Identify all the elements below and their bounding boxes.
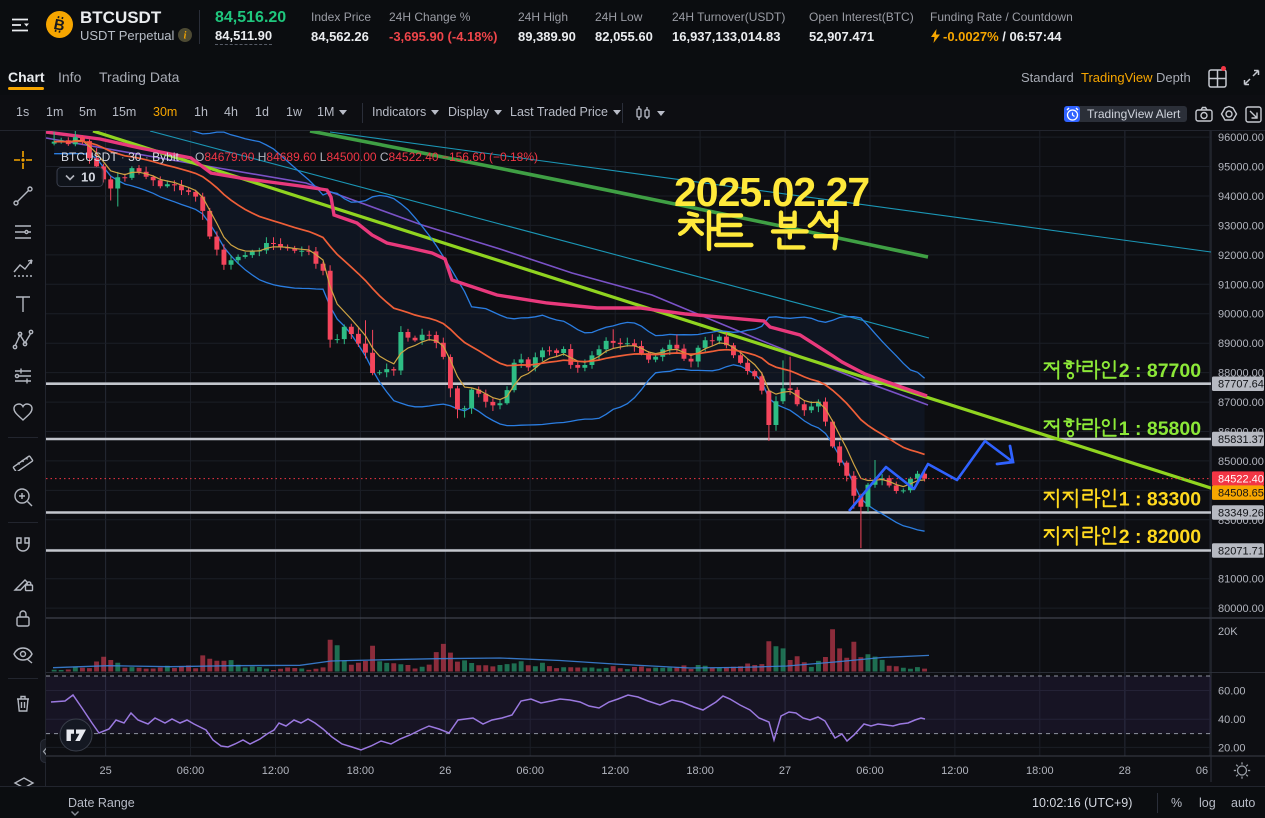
- svg-text:60.00: 60.00: [1218, 686, 1246, 698]
- svg-text:25: 25: [99, 765, 111, 777]
- svg-text:10: 10: [81, 170, 95, 185]
- svg-text:20.00: 20.00: [1218, 742, 1246, 754]
- svg-text:85000.00: 85000.00: [1218, 456, 1264, 468]
- svg-text:20K: 20K: [1218, 626, 1238, 638]
- svg-text:82071.71: 82071.71: [1218, 546, 1264, 558]
- svg-text:12:00: 12:00: [941, 765, 969, 777]
- svg-text:27: 27: [779, 765, 791, 777]
- svg-text:81000.00: 81000.00: [1218, 574, 1264, 586]
- svg-text:85831.37: 85831.37: [1218, 434, 1264, 446]
- svg-text:91000.00: 91000.00: [1218, 279, 1264, 291]
- svg-text:12:00: 12:00: [262, 765, 290, 777]
- svg-text:18:00: 18:00: [686, 765, 714, 777]
- svg-text:06:00: 06:00: [177, 765, 205, 777]
- svg-text:94000.00: 94000.00: [1218, 191, 1264, 203]
- svg-text:87707.64: 87707.64: [1218, 379, 1264, 391]
- svg-text:93000.00: 93000.00: [1218, 220, 1264, 232]
- svg-text:06:00: 06:00: [516, 765, 544, 777]
- svg-text:83349.26: 83349.26: [1218, 508, 1264, 520]
- svg-text:06:00: 06:00: [1196, 765, 1224, 777]
- svg-text:06:00: 06:00: [856, 765, 884, 777]
- svg-text:1 : 83300: 1 : 83300: [1119, 489, 1202, 511]
- svg-text:96000.00: 96000.00: [1218, 132, 1264, 144]
- svg-text:1 : 85800: 1 : 85800: [1119, 418, 1202, 440]
- svg-text:87000.00: 87000.00: [1218, 397, 1264, 409]
- svg-text:84522.40: 84522.40: [1218, 474, 1264, 486]
- svg-text:40.00: 40.00: [1218, 714, 1246, 726]
- svg-text:28: 28: [1119, 765, 1131, 777]
- svg-text:i: i: [184, 31, 187, 42]
- svg-text:26: 26: [439, 765, 451, 777]
- svg-text:12:00: 12:00: [601, 765, 629, 777]
- svg-text:89000.00: 89000.00: [1218, 338, 1264, 350]
- svg-text:92000.00: 92000.00: [1218, 250, 1264, 262]
- svg-text:O84679.00 H84689.60 L84500.00: O84679.00 H84689.60 L84500.00 C84522.40 …: [195, 150, 538, 164]
- svg-text:2 : 87700: 2 : 87700: [1119, 360, 1202, 382]
- svg-text:80000.00: 80000.00: [1218, 603, 1264, 615]
- svg-text:90000.00: 90000.00: [1218, 309, 1264, 321]
- svg-text:84508.65: 84508.65: [1218, 488, 1264, 500]
- svg-text:2025.02.27: 2025.02.27: [674, 169, 869, 215]
- svg-text:95000.00: 95000.00: [1218, 162, 1264, 174]
- svg-text:BTCUSDT · 30 · Bybit: BTCUSDT · 30 · Bybit: [61, 150, 179, 164]
- svg-text:2 : 82000: 2 : 82000: [1119, 526, 1202, 548]
- svg-text:18:00: 18:00: [1026, 765, 1054, 777]
- svg-text:18:00: 18:00: [347, 765, 375, 777]
